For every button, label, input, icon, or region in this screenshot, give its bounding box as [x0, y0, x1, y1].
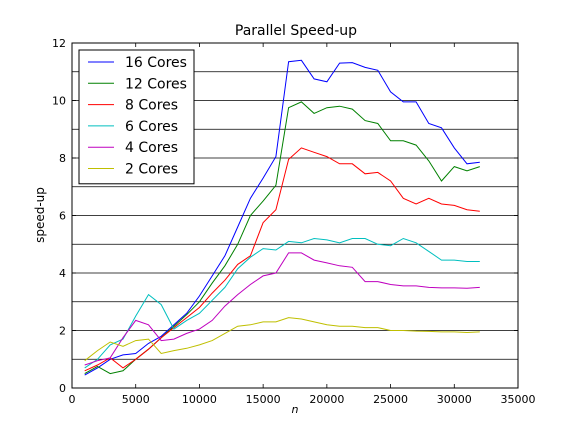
x-axis-label: n [292, 403, 299, 416]
y-tick-label: 8 [59, 152, 66, 165]
y-tick-label: 4 [59, 267, 66, 280]
legend-label: 12 Cores [125, 76, 187, 92]
legend-label: 4 Cores [125, 140, 178, 156]
y-tick-label: 10 [52, 95, 66, 108]
series-layer [84, 59, 480, 376]
legend: 16 Cores 12 Cores 8 Cores 6 Cores 4 Cores 2 C… [78, 49, 195, 185]
x-tick-label: 5000 [122, 393, 150, 406]
legend-label: 8 Cores [125, 98, 178, 114]
x-tick-label: 0 [69, 393, 76, 406]
x-tick-label: 20000 [309, 393, 344, 406]
x-tick-label: 35000 [501, 393, 536, 406]
x-tick-label: 25000 [373, 393, 408, 406]
series-line-4-cores [84, 252, 480, 366]
legend-label: 16 Cores [125, 55, 187, 71]
tick-layer: 0 2 4 6 8 10 12 0 5000 10000 15000 20000 25000 30000 3… [52, 37, 536, 406]
y-tick-label: 12 [52, 37, 66, 50]
series-line-8-cores [84, 147, 480, 372]
y-tick-label: 0 [59, 382, 66, 395]
series-line-6-cores [84, 237, 480, 369]
y-tick-label: 6 [59, 210, 66, 223]
chart-title: Parallel Speed-up [235, 23, 357, 39]
y-axis-label: speed-up [33, 187, 47, 243]
legend-label: 2 Cores [125, 162, 178, 178]
x-tick-label: 30000 [437, 393, 472, 406]
x-tick-label: 10000 [182, 393, 217, 406]
x-tick-label: 15000 [246, 393, 281, 406]
legend-box [78, 49, 195, 185]
legend-label: 6 Cores [125, 119, 178, 135]
series-line-2-cores [84, 317, 480, 362]
y-tick-label: 2 [59, 325, 66, 338]
